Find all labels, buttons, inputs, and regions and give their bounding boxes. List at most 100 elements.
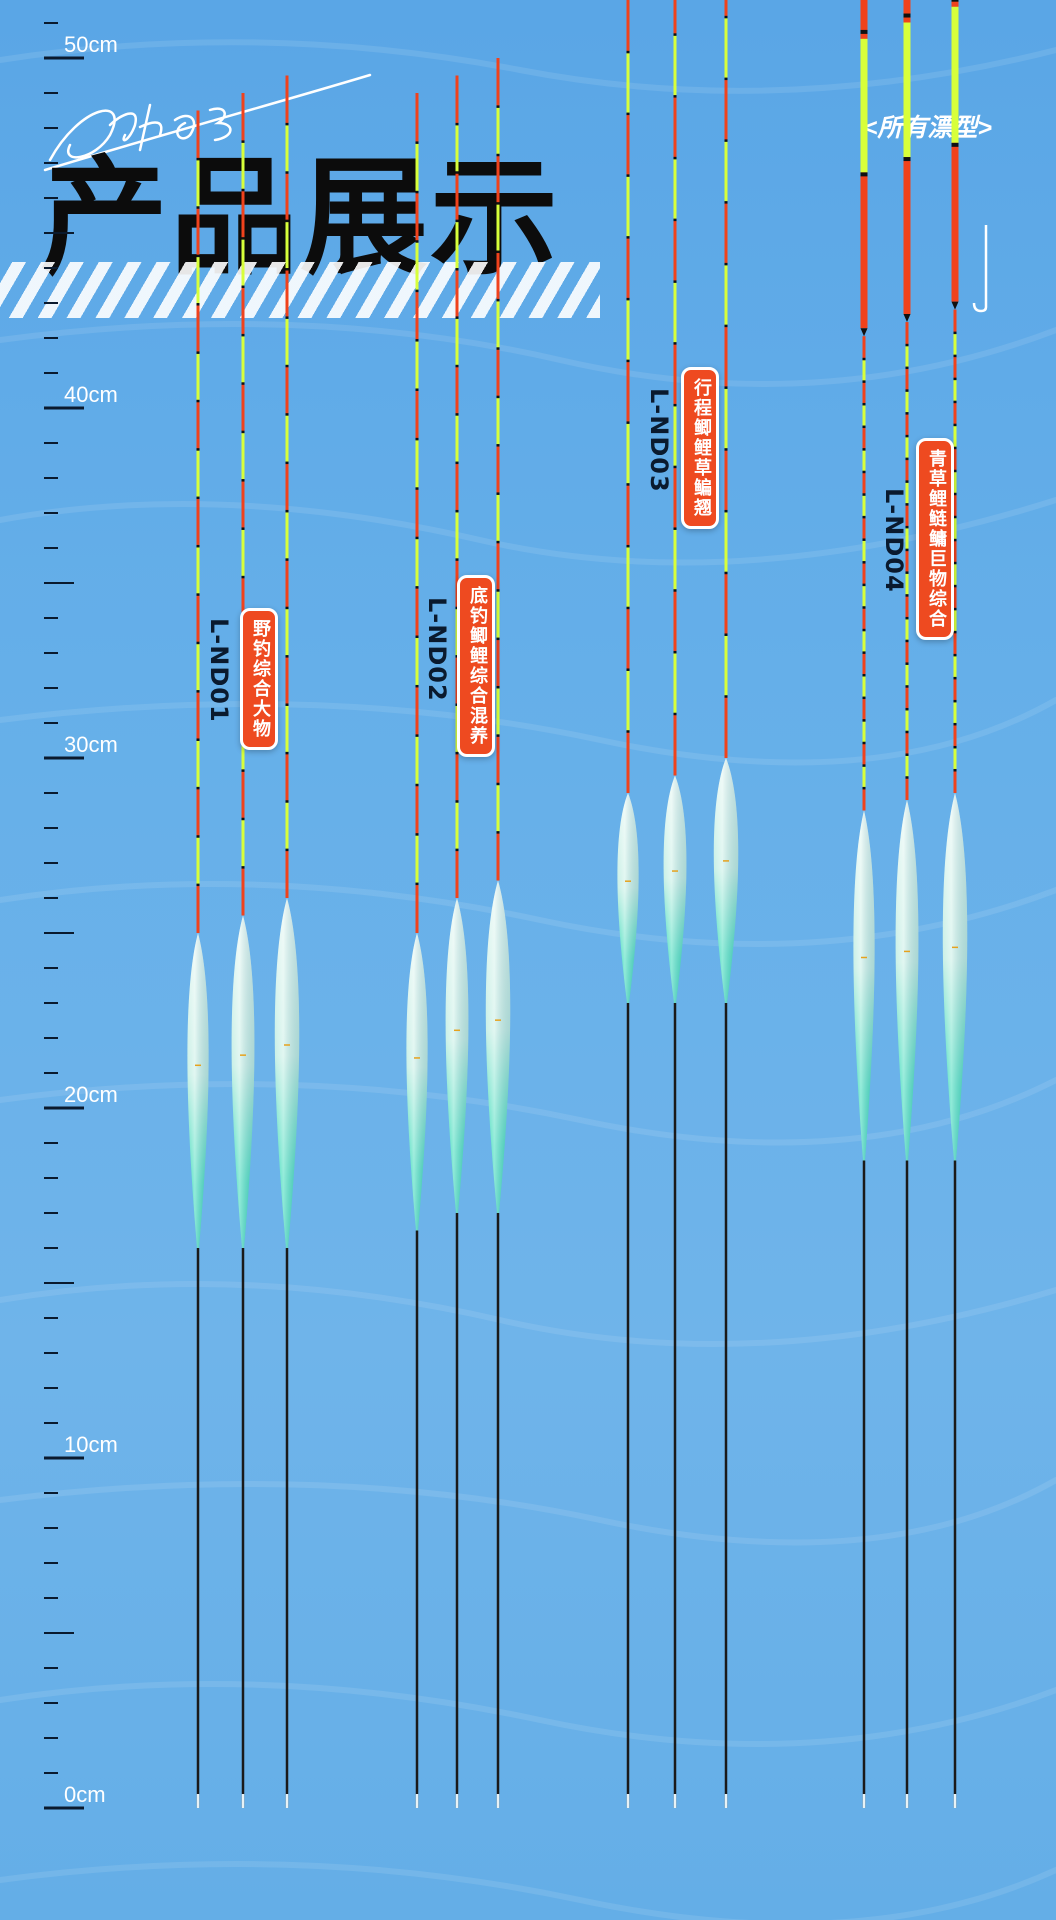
float-tip-segment — [196, 255, 200, 305]
float-tip-segment — [285, 656, 289, 705]
float-tip-segment — [496, 783, 500, 833]
float-tip-segment — [673, 404, 677, 467]
float-tip-segment — [862, 652, 866, 675]
float-tip-segment — [724, 634, 728, 697]
fishing-hook-icon — [972, 225, 988, 313]
float-tip-segment — [905, 640, 909, 664]
float-tip-segment — [953, 401, 957, 425]
float-tip-segment — [953, 769, 957, 793]
float-tip-segment — [455, 752, 459, 802]
float-tip-segment — [285, 607, 289, 657]
float-tip-segment — [673, 590, 677, 652]
float-tip-segment — [415, 191, 419, 242]
float-tip-segment — [905, 367, 909, 391]
float-tip-segment — [626, 422, 630, 485]
float-tip-segment — [953, 746, 957, 770]
float-tip-segment — [415, 340, 419, 390]
float-tip-segment — [953, 309, 957, 333]
float-tip-segment — [241, 383, 245, 432]
float-tip-segment — [415, 290, 419, 341]
float-tip-segment — [953, 332, 957, 356]
float-tip-segment — [285, 849, 289, 898]
float-tip-segment — [196, 449, 200, 498]
float-tip-segment — [862, 562, 866, 585]
float-1-3 — [274, 75, 300, 1808]
model-tag-nd01: 野钓综合大物 — [240, 608, 278, 750]
ruler-label: 0cm — [64, 1782, 106, 1807]
float-tip-segment — [953, 700, 957, 724]
float-tip-segment — [285, 510, 289, 560]
float-tip-segment — [724, 510, 728, 573]
float-tip-segment — [241, 431, 245, 481]
float-tip-segment — [455, 801, 459, 850]
float-tip-segment — [724, 449, 728, 511]
float-tip-segment — [496, 348, 500, 397]
float-tip-segment — [196, 642, 200, 692]
float-tip-segment — [241, 576, 245, 626]
float-tip-segment — [724, 78, 728, 141]
float-tip-segment — [415, 587, 419, 637]
float-tip-segment — [285, 123, 289, 173]
float-tip-segment — [496, 251, 500, 300]
model-tag-nd03: 行程鲫鲤草鳊翘 — [681, 367, 719, 529]
float-tip-segment — [953, 562, 957, 586]
float-tip-segment — [673, 281, 677, 344]
float-tip-segment — [241, 286, 245, 335]
float-tip-segment — [415, 784, 419, 835]
float-tip-segment — [415, 883, 419, 933]
ruler-label: 20cm — [64, 1082, 118, 1107]
brand-logo — [43, 73, 372, 172]
float-tip-segment — [724, 140, 728, 203]
float-tip-segment — [626, 607, 630, 670]
float-tip-segment — [724, 325, 728, 388]
float-tip-segment — [953, 493, 957, 517]
float-tip-segment — [862, 516, 866, 540]
float-tip-segment — [862, 765, 866, 788]
float-tip-segment — [953, 378, 957, 402]
float-tip-segment — [496, 445, 500, 494]
float-tip-segment — [673, 528, 677, 591]
float-tip-segment — [905, 777, 909, 800]
float-tip-segment — [862, 358, 866, 382]
float-tip-segment — [455, 220, 459, 270]
float-tip-segment — [905, 663, 909, 687]
float-tip-segment — [953, 355, 957, 379]
ruler-label: 30cm — [64, 732, 118, 757]
float-tip-segment — [496, 686, 500, 736]
model-code-nd01: L-ND01 — [205, 618, 233, 723]
model-tag-nd02: 底钓鲫鲤综合混养 — [457, 575, 495, 757]
float-tip-segment — [415, 241, 419, 291]
float-tip-segment — [241, 528, 245, 577]
float-tip-segment — [905, 504, 909, 527]
float-tip-segment — [415, 537, 419, 588]
float-tip-segment — [415, 438, 419, 489]
float-tip-segment — [196, 497, 200, 546]
float-tip-segment — [455, 414, 459, 463]
float-tip-segment — [496, 106, 500, 155]
float-tip-segment — [455, 849, 459, 898]
float-tip-segment — [455, 317, 459, 366]
float-tip-segment — [673, 34, 677, 97]
float-tip-segment — [415, 636, 419, 686]
float-tip-segment — [285, 75, 289, 124]
float-3-1 — [617, 0, 639, 1808]
float-tip-segment — [285, 220, 289, 270]
float-tip-segment — [905, 617, 909, 641]
float-tip-segment — [196, 787, 200, 837]
float-1-1 — [187, 110, 209, 1808]
float-tip-segment — [953, 723, 957, 747]
float-tip-segment — [241, 770, 245, 819]
float-tip-segment — [496, 203, 500, 252]
float-tip-segment — [415, 834, 419, 884]
float-tip-segment — [455, 75, 459, 124]
float-tip-segment — [953, 631, 957, 655]
float-tip-segment — [724, 0, 728, 17]
float-tip-segment — [285, 172, 289, 221]
float-tip-segment — [905, 526, 909, 550]
float-3-2 — [663, 0, 687, 1808]
float-tip-segment — [496, 396, 500, 446]
float-tip-segment — [905, 435, 909, 459]
float-tip-segment — [415, 735, 419, 785]
